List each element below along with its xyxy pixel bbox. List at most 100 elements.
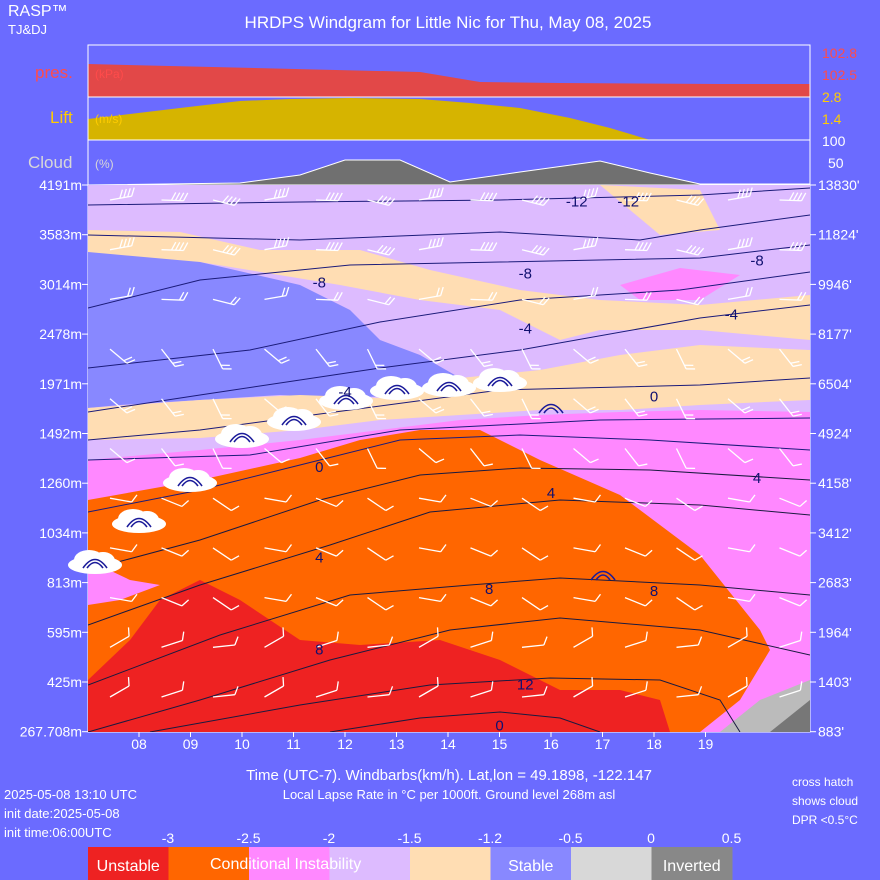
lift-area [88,98,650,140]
wind-barb [418,187,444,201]
legend-band-label: Unstable [97,858,160,875]
wind-barb [109,593,138,603]
wind-barb [470,681,494,698]
cloud-area [87,159,811,186]
neutral-band-top [500,185,720,235]
wind-barb [779,192,807,202]
legend-value: -1.5 [397,830,421,846]
wind-barb [624,398,648,417]
wind-barb [212,636,239,648]
isotherm-label: -8 [750,252,763,269]
wind-barb [109,398,136,414]
wind-barb [727,544,756,553]
neutral-band-upper [88,230,810,340]
wind-barb [161,241,189,252]
wind-barb [315,241,343,252]
cumulus-icon [68,550,122,574]
wind-barb [676,597,703,611]
wind-barb [315,448,339,467]
wind-barb [264,286,290,301]
wind-barb [573,237,599,251]
wind-barb [779,241,807,252]
wind-barb [418,348,445,364]
wind-barb [521,597,549,611]
wind-barb [161,497,190,508]
wind-barb [109,677,130,698]
wind-barb [779,631,803,648]
right-axis: 13830' 11824' 9946' 8177' 6504' 4924' 4158' 341… [810,177,860,740]
wind-barb [418,398,445,414]
isotherm-label: 8 [650,583,658,600]
lift-tick-bottom: 1.4 [822,111,842,127]
isotherm-label: -4 [338,384,351,401]
wind-barb [675,348,696,370]
wind-barb [675,398,696,420]
wind-barb [315,192,343,202]
wind-barb [624,547,653,557]
wind-barb [727,286,753,301]
wind-barbs [109,187,808,698]
isotherm-label: -12 [566,194,588,211]
unstable-red-region [88,580,670,732]
isotherm-label: 12 [517,677,534,694]
wind-barb [264,627,285,648]
wind-barb [470,596,499,607]
right-tick-label: 8177' [818,326,852,342]
left-tick-label: 425m [47,674,82,690]
cloudbase-marker [590,570,616,581]
isotherm-label: 4 [315,549,323,566]
pres-unit: (kPa) [95,67,124,81]
legend-values: -3 -2.5 -2 -1.5 -1.2 -0.5 0 0.5 [162,830,742,846]
wind-barb [469,348,493,368]
legend-value: 0.5 [722,830,742,846]
wind-barb [470,547,499,557]
isotherm-line [88,467,810,571]
wind-barb [778,348,802,368]
wind-barb [212,497,240,512]
left-tick-label: 1034m [39,525,82,541]
wind-barb [161,291,189,301]
right-tick-label: 2683' [818,575,852,591]
right-tick-label: 13830' [818,177,860,193]
wind-barb [367,636,394,648]
legend-band-label: Stable [508,858,553,875]
wind-barb [161,631,185,648]
wind-barb [315,291,343,301]
wind-barb [675,448,696,470]
magenta-band [88,410,810,732]
wind-barb [573,494,602,503]
wind-barb [727,237,753,251]
isotherm-line [88,244,810,309]
right-tick-label: 4158' [818,475,852,491]
wind-barb [161,192,189,202]
x-axis: 08 09 10 11 12 13 14 15 16 17 18 19 [131,732,713,752]
cumulus-icon [370,376,424,400]
x-tick-label: 11 [286,736,301,752]
wind-barb [315,497,344,508]
legend-value: -3 [162,830,175,846]
wind-barb [727,187,753,201]
stable-blue-region [88,252,460,408]
isotherm-label: -8 [519,266,532,283]
x-axis-sublabel: Local Lapse Rate in °C per 1000ft. Groun… [283,787,616,802]
wind-barb [624,448,648,467]
legend-value: 0 [647,830,655,846]
wind-barb [366,448,387,470]
isotherm-label: 8 [485,581,493,598]
wind-barb [109,187,135,201]
right-tick-label: 1964' [818,624,852,640]
wind-barb [676,244,705,256]
cumulus-markers [68,368,616,581]
wind-barb [212,686,239,698]
left-tick-label: 3014m [39,276,82,292]
wind-barb [727,677,748,698]
legend-band-label: Inverted [663,858,721,875]
wind-barb [521,497,549,512]
wind-barb [418,677,439,698]
legend-overlay-label: Conditional Instability [210,856,361,873]
cumulus-icon [112,509,166,533]
wind-barb [521,636,548,648]
wind-barb [367,497,394,512]
isotherm-line [88,304,810,413]
